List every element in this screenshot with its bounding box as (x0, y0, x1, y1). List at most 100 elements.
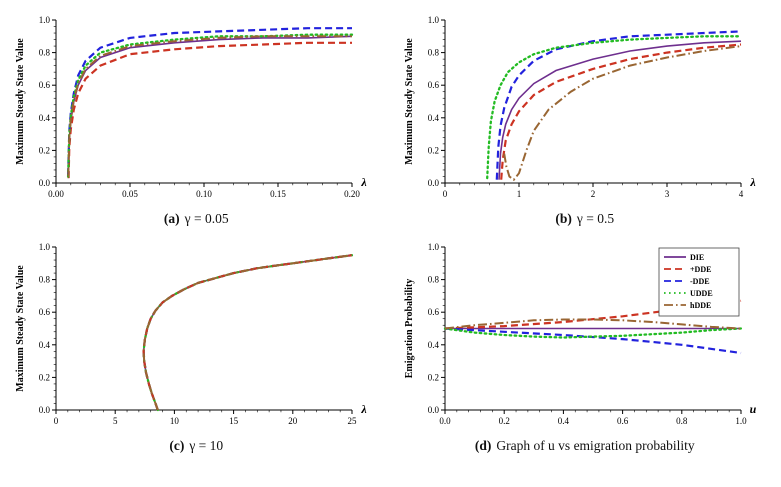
chart-c-canvas: 0 5 10 15 20 25 0.0 0.2 0.4 0.6 0.8 1.0 Maximum Stea… (15, 242, 368, 426)
x-tick-label: 0 (443, 189, 448, 199)
y-tick-label: 0.4 (39, 113, 51, 123)
caption-c-text: γ = 10 (189, 438, 224, 453)
y-axis-title: Maximum Steady State Value (15, 38, 26, 165)
x-tick-label: 2 (591, 189, 596, 199)
caption-a-label: (a) (163, 211, 180, 226)
y-tick-label: 1.0 (39, 15, 51, 25)
x-tick-label: 0.15 (270, 189, 286, 199)
legend-box (658, 247, 740, 317)
x-axis-title: λ (361, 402, 368, 416)
y-tick-label: 0.8 (428, 48, 440, 58)
y-tick-label: 0.4 (428, 113, 440, 123)
x-tick-label: 0.00 (48, 189, 64, 199)
x-tick-label: 4 (739, 189, 744, 199)
y-tick-label: 0.6 (428, 80, 440, 90)
x-tick-label: 20 (289, 416, 299, 426)
x-tick-label: 0.0 (439, 416, 451, 426)
x-axis-title: u (749, 402, 756, 416)
x-tick-label: 0.2 (498, 416, 509, 426)
caption-c-label: (c) (169, 438, 185, 453)
y-axis-title: Emigration Probability (404, 279, 415, 379)
y-tick-label: 0.8 (39, 275, 51, 285)
legend-label-hDDE: hDDE (690, 301, 711, 310)
series-hDDE (142, 254, 353, 411)
y-tick-label: 0.6 (428, 307, 440, 317)
x-tick-label: 0.6 (617, 416, 629, 426)
series-DIE (143, 254, 353, 411)
caption-b-label: (b) (555, 211, 572, 226)
y-tick-label: 1.0 (428, 15, 440, 25)
chart-b-canvas: 0 1 2 3 4 0.0 0.2 0.4 0.6 0.8 1.0 Maximum Steady St… (404, 15, 756, 199)
x-tick-label: 0.4 (558, 416, 570, 426)
y-tick-label: 0.0 (39, 178, 51, 188)
figure-panel-b: 0 1 2 3 4 0.0 0.2 0.4 0.6 0.8 1.0 Maximum Steady St… (393, 10, 778, 227)
series-UDDE (142, 254, 354, 412)
legend: DIE +DDE -DDE UDDE hDDE (658, 247, 740, 317)
series-hDDE (502, 45, 741, 182)
y-tick-label: 0.4 (428, 340, 440, 350)
y-tick-label: 0.2 (39, 372, 50, 382)
caption-d-label: (d) (474, 438, 492, 453)
y-tick-label: 0.8 (428, 275, 440, 285)
y-tick-label: 0.2 (428, 145, 439, 155)
y-tick-label: 0.6 (39, 307, 51, 317)
series--DDE (142, 254, 353, 411)
x-tick-label: 3 (665, 189, 670, 199)
caption-a: (a) γ = 0.05 (164, 211, 229, 227)
x-tick-label: 0.05 (122, 189, 138, 199)
x-tick-label: 5 (113, 416, 118, 426)
series--DDE (495, 30, 741, 180)
y-tick-label: 0.0 (428, 405, 440, 415)
y-tick-label: 0.2 (428, 372, 439, 382)
y-tick-label: 0.8 (39, 48, 51, 58)
series-UDDE (443, 327, 742, 339)
x-tick-label: 0.20 (344, 189, 360, 199)
series-DIE (67, 35, 353, 179)
figure-grid: 0.00 0.05 0.10 0.15 0.20 0.0 0.2 0.4 0.6 0.8 1.0 Ma… (4, 10, 777, 454)
series-hDDE (67, 35, 353, 177)
chart-a-canvas: 0.00 0.05 0.10 0.15 0.20 0.0 0.2 0.4 0.6 0.8 1.0 Ma… (15, 15, 368, 199)
caption-d-text: Graph of u vs emigration probability (496, 438, 695, 453)
y-axis-title: Maximum Steady State Value (15, 265, 26, 392)
series-UDDE (67, 33, 354, 178)
x-tick-label: 10 (170, 416, 180, 426)
caption-c: (c) γ = 10 (169, 438, 223, 454)
series-+DDE (67, 41, 353, 179)
series-UDDE (485, 35, 742, 180)
legend-label-+DDE: +DDE (690, 265, 711, 274)
x-axis-title: λ (361, 175, 368, 189)
x-tick-label: 0 (54, 416, 59, 426)
x-tick-label: 0.8 (676, 416, 688, 426)
x-axis-title: λ (749, 175, 756, 189)
y-tick-label: 1.0 (39, 242, 51, 252)
y-axis-title: Maximum Steady State Value (404, 38, 415, 165)
series-DIE (497, 40, 741, 180)
y-tick-label: 0.0 (428, 178, 440, 188)
legend-label-UDDE: UDDE (690, 289, 713, 298)
series--DDE (444, 327, 741, 355)
figure-panel-d: 0.0 0.2 0.4 0.6 0.8 1.0 0.0 0.2 0.4 0.6 0.8 1.0 Emig… (393, 237, 778, 454)
figure-panel-c: 0 5 10 15 20 25 0.0 0.2 0.4 0.6 0.8 1.0 Maximum Stea… (4, 237, 389, 454)
series--DDE (67, 27, 353, 175)
series-+DDE (142, 254, 353, 411)
caption-b-text: γ = 0.5 (576, 211, 615, 226)
x-tick-label: 1.0 (735, 416, 747, 426)
y-tick-label: 0.2 (39, 145, 50, 155)
legend-label--DDE: -DDE (690, 277, 710, 286)
y-tick-label: 0.4 (39, 340, 51, 350)
y-tick-label: 0.6 (39, 80, 51, 90)
x-tick-label: 0.10 (196, 189, 212, 199)
chart-d-canvas: 0.0 0.2 0.4 0.6 0.8 1.0 0.0 0.2 0.4 0.6 0.8 1.0 Emig… (404, 242, 757, 426)
caption-d: (d) Graph of u vs emigration probability (475, 438, 695, 454)
y-tick-label: 1.0 (428, 242, 440, 252)
caption-a-text: γ = 0.05 (184, 211, 229, 226)
x-tick-label: 15 (229, 416, 239, 426)
caption-b: (b) γ = 0.5 (555, 211, 614, 227)
figure-panel-a: 0.00 0.05 0.10 0.15 0.20 0.0 0.2 0.4 0.6 0.8 1.0 Ma… (4, 10, 389, 227)
x-tick-label: 1 (517, 189, 522, 199)
x-tick-label: 25 (348, 416, 358, 426)
legend-label-DIE: DIE (690, 253, 704, 262)
series-+DDE (499, 43, 741, 180)
y-tick-label: 0.0 (39, 405, 51, 415)
